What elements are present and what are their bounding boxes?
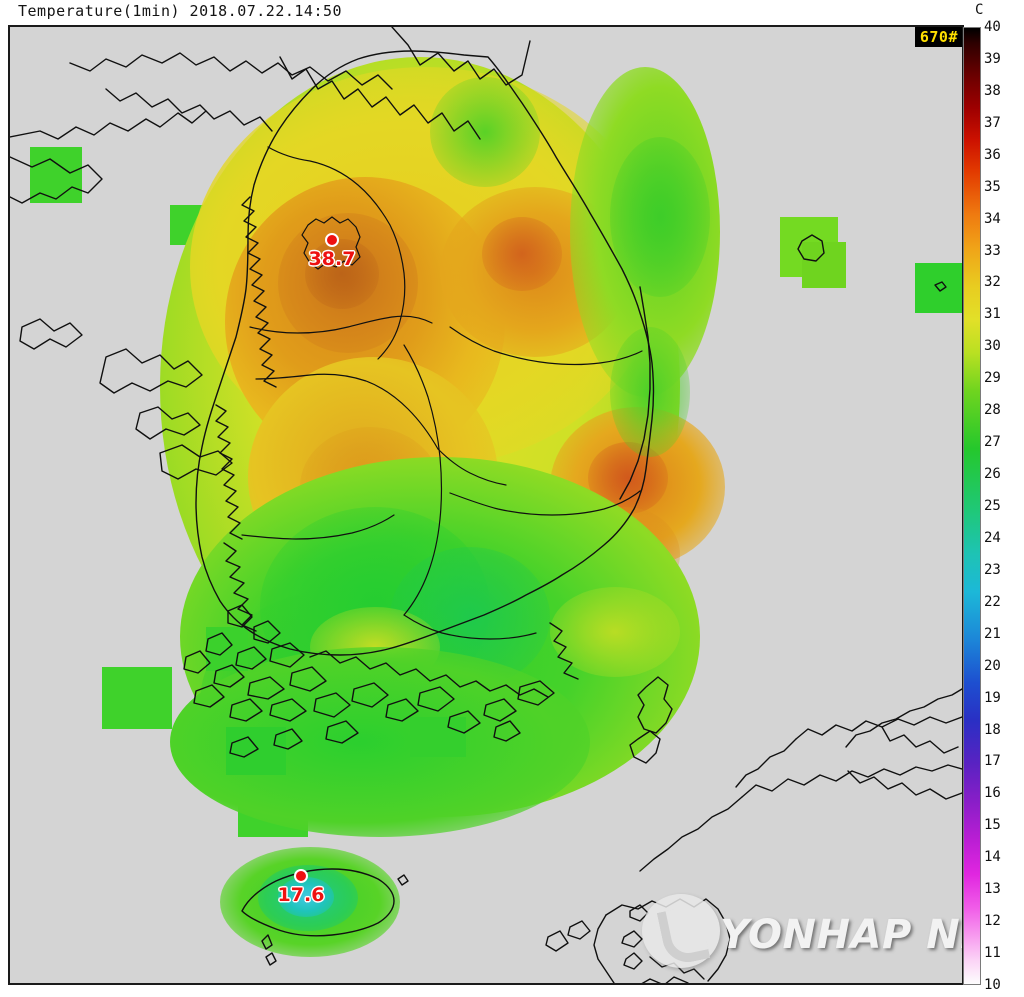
colorbar-tick-label: 15 — [984, 817, 1001, 834]
station-value: 38.7 — [308, 248, 356, 270]
field-blob-jeju-cold — [278, 877, 334, 917]
colorbar-tick-label: 27 — [984, 434, 1001, 451]
colorbar-tick-label: 25 — [984, 498, 1001, 514]
colorbar-tick-label: 36 — [984, 146, 1001, 163]
field-blob-warm — [550, 587, 680, 677]
field-blob-hot — [305, 239, 379, 309]
colorbar-tick-label: 33 — [984, 242, 1001, 259]
province-border-layer — [241, 146, 643, 640]
colorbar-tick-label: 29 — [984, 370, 1001, 387]
colorbar-tick-label: 40 — [984, 19, 1001, 35]
colorbar-tick-label: 20 — [984, 657, 1001, 674]
colorbar-tick-label: 13 — [984, 881, 1001, 898]
colorbar-tick-label: 18 — [984, 721, 1001, 738]
colorbar-tick-label: 23 — [984, 561, 1001, 578]
map-canvas[interactable]: 38.7 17.6 YONHAP NEWS 670# — [8, 25, 964, 985]
colorbar-tick-label: 31 — [984, 306, 1001, 323]
colorbar-ticks: 40 39 38 37 36 35 34 33 32 31 30 29 28 27 26 25 24 23 22 21… — [984, 20, 1024, 992]
colorbar-tick-label: 39 — [984, 50, 1001, 67]
colorbar-tick-label: 35 — [984, 178, 1001, 195]
colorbar-tick-label: 26 — [984, 466, 1001, 483]
colorbar-tick-label: 10 — [984, 977, 1001, 993]
station-dot — [325, 233, 339, 247]
grid-cell — [102, 667, 172, 729]
colorbar-tick-label: 28 — [984, 402, 1001, 419]
field-blob-hot — [482, 217, 562, 291]
colorbar-tick-label: 38 — [984, 82, 1001, 99]
colorbar-unit-label: C — [975, 2, 984, 18]
colorbar-tick-label: 21 — [984, 625, 1001, 642]
field-blob-cool — [610, 137, 710, 297]
colorbar-tick-label: 12 — [984, 913, 1001, 930]
page-title: Temperature(1min) 2018.07.22.14:50 — [18, 2, 343, 20]
colorbar-tick-label: 37 — [984, 114, 1001, 131]
colorbar-tick-label: 24 — [984, 529, 1001, 546]
colorbar-tick-label: 30 — [984, 338, 1001, 355]
temperature-field — [10, 27, 962, 983]
grid-cell — [410, 717, 466, 757]
colorbar-tick-label: 16 — [984, 785, 1001, 802]
station-count-badge: 670# — [914, 27, 962, 47]
colorbar-tick-label: 22 — [984, 593, 1001, 610]
field-blob-cool — [430, 77, 540, 187]
colorbar-tick-label: 17 — [984, 753, 1001, 770]
colorbar-tick-label: 19 — [984, 689, 1001, 706]
colorbar-gradient[interactable] — [963, 27, 981, 985]
station-dot — [294, 869, 308, 883]
map-inner: 38.7 17.6 YONHAP NEWS 670# — [10, 27, 962, 983]
grid-cell — [915, 263, 962, 313]
colorbar-tick-label: 34 — [984, 210, 1001, 227]
station-value: 17.6 — [277, 884, 325, 906]
colorbar-tick-label: 32 — [984, 274, 1001, 291]
coastline-layer — [10, 27, 962, 983]
colorbar-tick-label: 14 — [984, 849, 1001, 866]
colorbar-tick-label: 11 — [984, 945, 1001, 962]
